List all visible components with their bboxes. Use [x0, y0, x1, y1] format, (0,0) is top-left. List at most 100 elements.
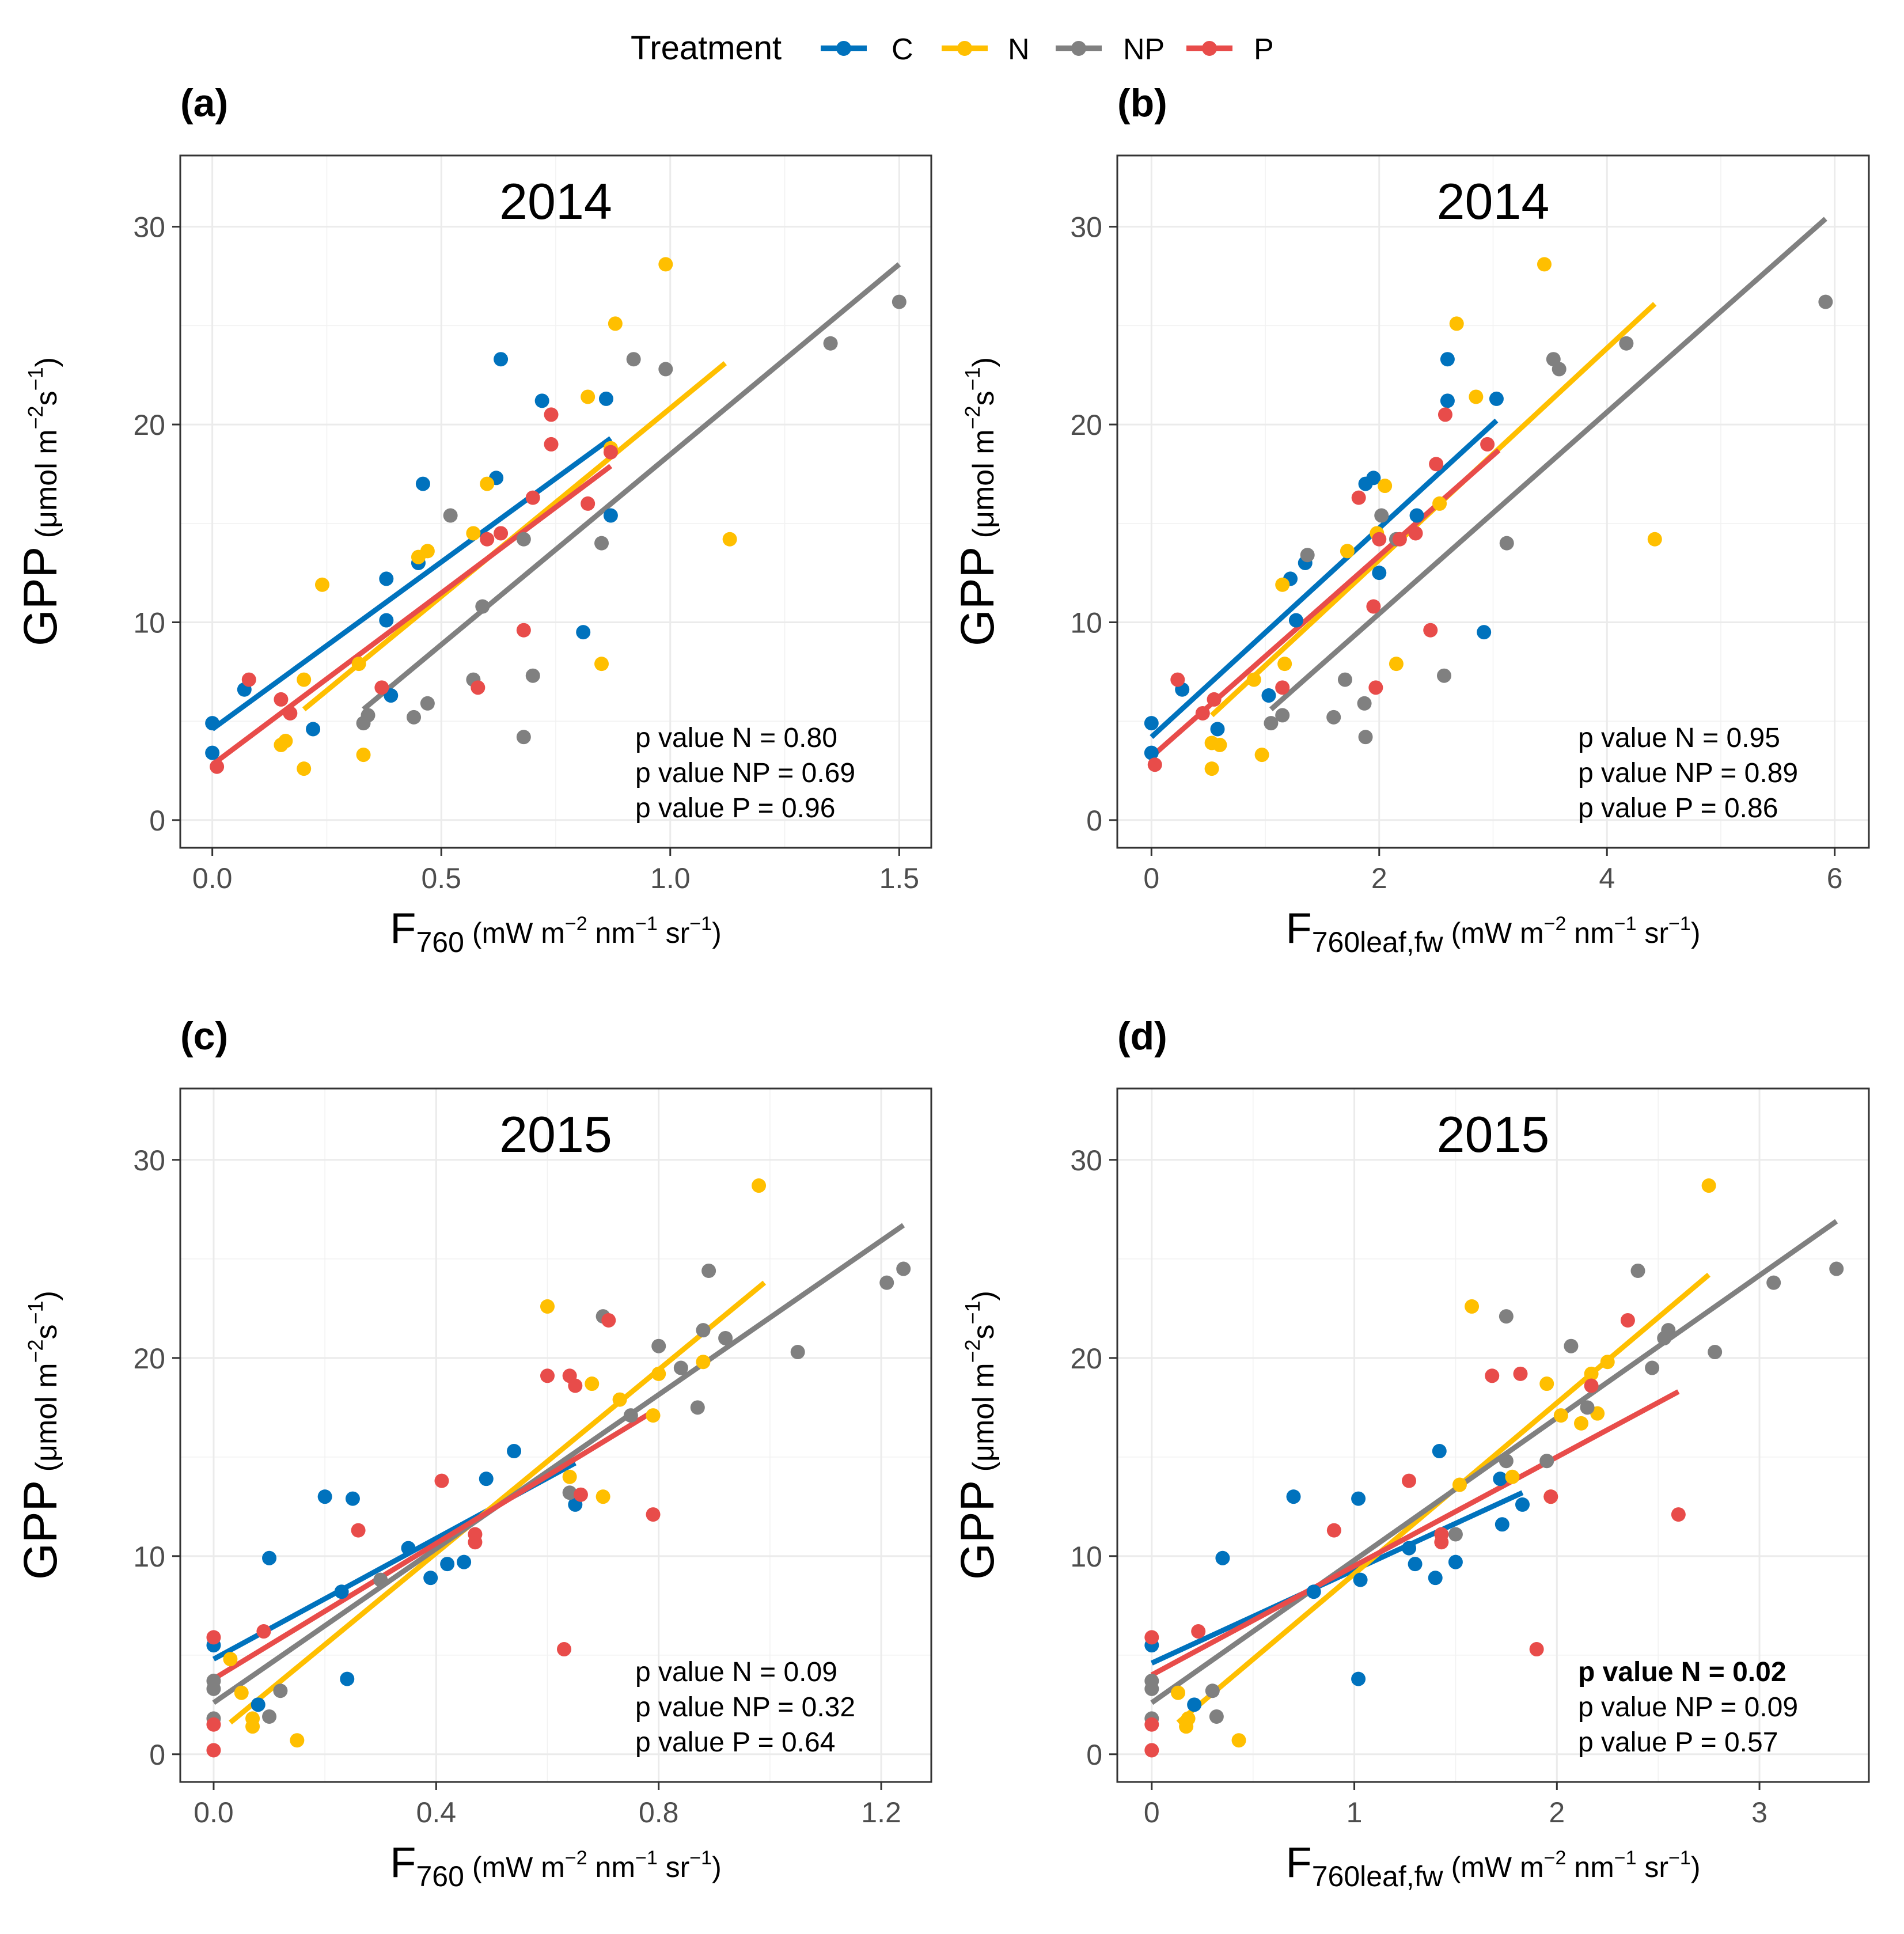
plot-background: [180, 1089, 931, 1782]
data-point-p: [283, 706, 298, 720]
x-axis-label-main: F: [390, 1838, 416, 1886]
data-point-n: [612, 1392, 627, 1407]
data-point-np: [718, 1330, 733, 1345]
y-axis-units-close: ): [30, 357, 63, 367]
data-point-c: [1402, 1541, 1417, 1556]
y-tick-label: 0: [149, 1739, 165, 1771]
x-axis-label-space: [464, 1851, 472, 1883]
x-axis-units-sup: −1: [1668, 1847, 1691, 1869]
data-point-p: [241, 672, 256, 687]
data-point-c: [494, 352, 509, 367]
y-axis-label-main: GPP: [14, 1480, 67, 1580]
data-point-n: [314, 577, 329, 592]
data-point-c: [1440, 352, 1455, 367]
data-point-np: [896, 1261, 911, 1276]
data-point-c: [1144, 716, 1159, 731]
data-point-p: [544, 407, 559, 422]
data-point-n: [1600, 1355, 1615, 1370]
y-axis-units-mid: s: [967, 1324, 1000, 1339]
data-point-c: [1409, 508, 1424, 523]
data-point-c: [334, 1584, 349, 1599]
data-point-np: [1357, 696, 1372, 711]
data-point-p: [1529, 1642, 1544, 1657]
x-axis-units-end: ): [712, 1851, 722, 1883]
y-axis-units: (μmol m: [967, 1363, 1000, 1480]
x-tick-label: 1.0: [650, 862, 691, 894]
data-point-p: [1438, 407, 1452, 422]
data-point-p: [206, 1630, 221, 1645]
data-point-n: [1378, 479, 1393, 494]
data-point-c: [576, 625, 591, 640]
y-tick-label: 10: [133, 606, 165, 639]
data-point-n: [1389, 657, 1404, 672]
y-axis-units-mid: s: [30, 1324, 63, 1339]
data-point-np: [516, 532, 531, 547]
y-tick-label: 30: [1070, 211, 1102, 244]
data-point-p: [525, 490, 540, 505]
data-point-n: [562, 1469, 577, 1484]
y-axis-label-main: GPP: [951, 1480, 1004, 1580]
y-tick-label: 30: [1070, 1144, 1102, 1177]
data-point-n: [1340, 544, 1355, 559]
data-point-n: [594, 657, 609, 672]
data-point-c: [457, 1554, 472, 1569]
data-point-n: [585, 1376, 600, 1391]
data-point-p: [1147, 757, 1162, 772]
y-tick-label: 20: [133, 409, 165, 441]
data-point-c: [1495, 1517, 1509, 1532]
data-point-np: [1144, 1674, 1159, 1689]
y-axis-units-close: ): [967, 1291, 1000, 1300]
data-point-np: [525, 668, 540, 683]
data-point-c: [1351, 1671, 1366, 1686]
data-point-c: [1306, 1584, 1321, 1599]
data-point-p: [374, 680, 389, 695]
x-tick-label: 0.4: [416, 1796, 457, 1829]
y-axis-units: (μmol m: [30, 1363, 63, 1480]
y-axis-units-sup: −2: [961, 1339, 984, 1363]
data-point-p: [1584, 1378, 1599, 1393]
x-tick-label: 0.8: [639, 1796, 679, 1829]
data-point-n: [1254, 748, 1269, 763]
data-point-p: [1408, 526, 1423, 541]
data-point-n: [223, 1652, 238, 1667]
data-point-np: [1499, 1309, 1514, 1324]
data-point-p: [1207, 692, 1222, 707]
data-point-np: [361, 708, 376, 723]
data-point-np: [1300, 548, 1315, 563]
x-axis-units-sup: −1: [1668, 913, 1691, 935]
data-point-p: [494, 526, 509, 541]
x-axis-units: (mW m: [1451, 1851, 1544, 1883]
data-point-n: [540, 1299, 555, 1314]
data-point-c: [598, 391, 613, 406]
fit-line-np: [362, 262, 901, 712]
data-point-c: [1408, 1557, 1423, 1572]
x-axis-units-mid: sr: [1637, 917, 1669, 949]
data-point-np: [1209, 1709, 1224, 1724]
data-point-n: [1181, 1711, 1196, 1726]
data-point-np: [626, 352, 641, 367]
data-point-np: [1499, 1454, 1514, 1469]
y-tick-label: 30: [133, 211, 165, 244]
data-point-n: [234, 1685, 249, 1700]
data-point-p: [351, 1523, 366, 1538]
x-tick-label: 0.5: [421, 862, 461, 894]
x-axis-label: F760leaf,fw (mW m−2 nm−1 sr−1): [1286, 904, 1701, 958]
data-point-n: [1449, 316, 1464, 331]
data-point-np: [562, 1485, 577, 1500]
data-point-np: [420, 696, 435, 711]
x-axis-label: F760 (mW m−2 nm−1 sr−1): [390, 1838, 721, 1893]
p-value-annotation: p value N = 0.80: [635, 723, 837, 753]
data-point-c: [306, 722, 321, 737]
data-point-n: [290, 1733, 305, 1748]
data-point-n: [1171, 1685, 1186, 1700]
x-axis-label-space: [1443, 917, 1451, 949]
data-point-np: [658, 362, 673, 377]
data-point-c: [379, 613, 394, 628]
data-point-np: [790, 1345, 805, 1360]
p-value-annotation: p value NP = 0.89: [1578, 758, 1798, 788]
data-point-c: [1144, 745, 1159, 760]
legend-key-point-n: [957, 41, 972, 56]
x-tick-label: 3: [1751, 1796, 1768, 1829]
panel-border: [1116, 1087, 1870, 1783]
